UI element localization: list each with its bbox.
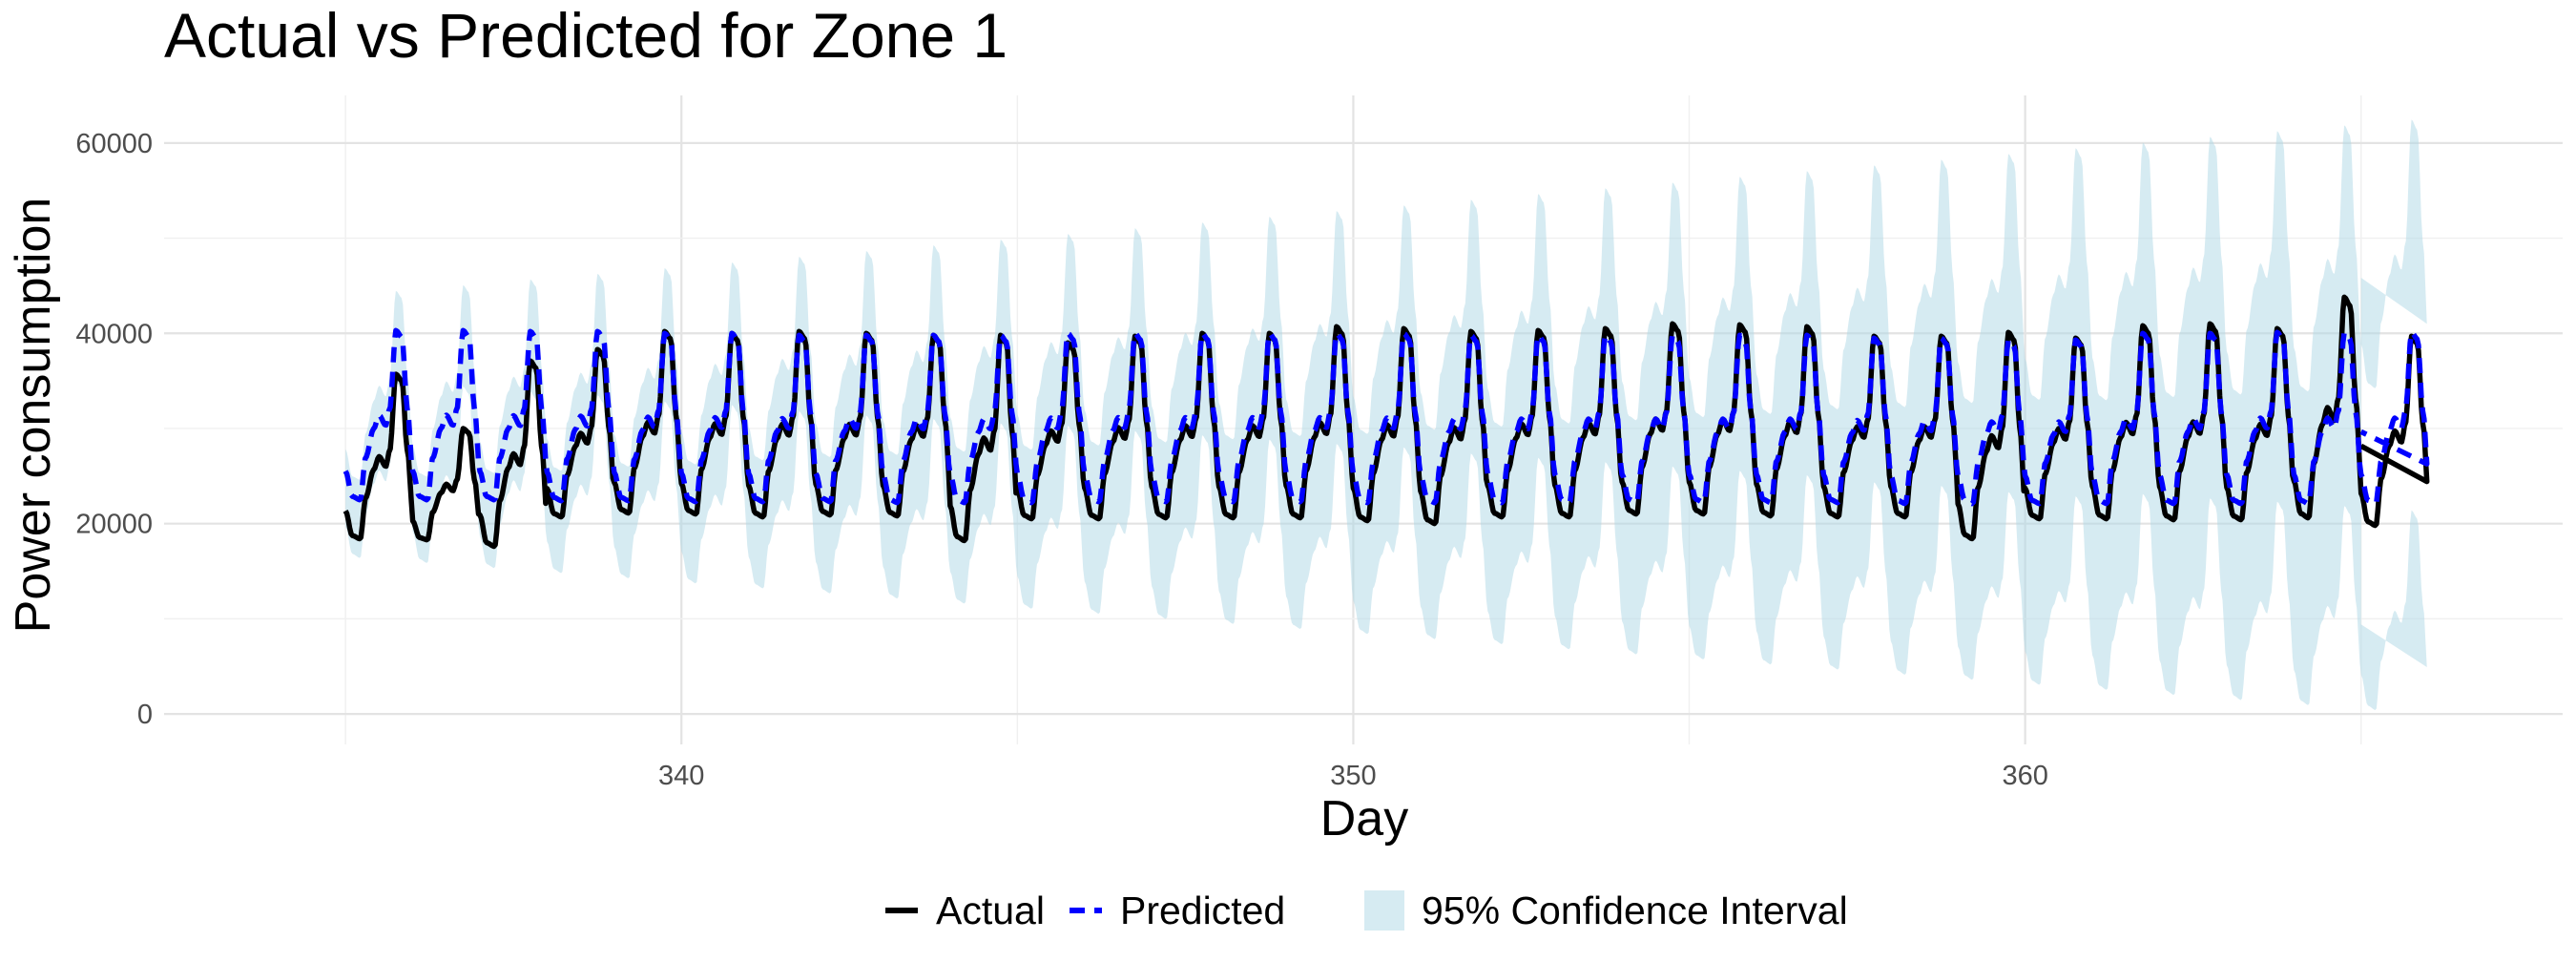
confidence-band-area [345, 119, 2427, 711]
x-axis-ticks: 340 350 360 [658, 761, 2048, 791]
chart-title: Actual vs Predicted for Zone 1 [164, 0, 1008, 71]
y-tick-label: 20000 [75, 510, 153, 540]
legend-label-actual: Actual [936, 889, 1045, 932]
y-tick-label: 0 [137, 700, 153, 730]
y-tick-label: 60000 [75, 129, 153, 159]
y-tick-label: 40000 [75, 319, 153, 349]
legend-key-confidence-interval [1364, 890, 1404, 931]
y-axis-title: Power consumption [6, 198, 61, 634]
legend-label-predicted: Predicted [1120, 889, 1285, 932]
y-axis-ticks: 0 20000 40000 60000 [75, 129, 153, 730]
confidence-band [345, 119, 2427, 711]
legend-label-confidence-interval: 95% Confidence Interval [1422, 889, 1848, 932]
x-tick-label: 350 [1330, 761, 1376, 791]
series-predicted-line [343, 327, 2430, 507]
x-axis-title: Day [1320, 791, 1408, 847]
series-predicted [343, 327, 2430, 507]
x-tick-label: 340 [658, 761, 704, 791]
x-tick-label: 360 [2002, 761, 2047, 791]
legend: Actual Predicted 95% Confidence Interval [885, 889, 1848, 932]
